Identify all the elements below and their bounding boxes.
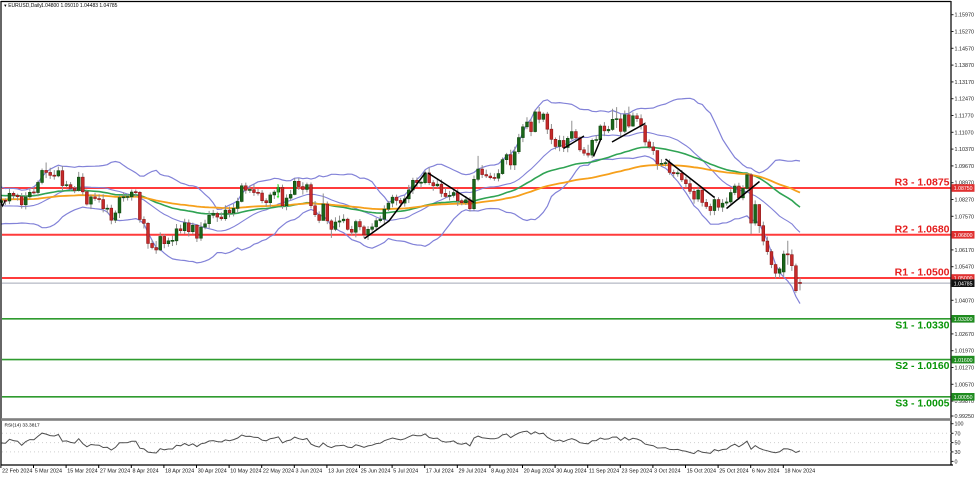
svg-text:29 Jul 2024: 29 Jul 2024 <box>459 468 487 474</box>
svg-text:25 Jun 2024: 25 Jun 2024 <box>361 468 391 474</box>
svg-text:1.12470: 1.12470 <box>955 97 975 103</box>
svg-text:RSI(14) 33.3817: RSI(14) 33.3817 <box>5 423 41 429</box>
svg-text:13 Jun 2024: 13 Jun 2024 <box>328 468 358 474</box>
svg-text:8 Aug 2024: 8 Aug 2024 <box>491 468 518 474</box>
svg-text:1.05000: 1.05000 <box>954 276 973 282</box>
svg-text:EURUSD,Daily: EURUSD,Daily <box>8 3 42 9</box>
svg-text:1.05470: 1.05470 <box>955 265 975 271</box>
svg-text:100: 100 <box>955 422 964 428</box>
svg-text:30 Apr 2024: 30 Apr 2024 <box>198 468 227 474</box>
svg-text:22 May 2024: 22 May 2024 <box>263 468 294 474</box>
svg-text:70: 70 <box>955 431 961 437</box>
svg-text:1.08270: 1.08270 <box>955 198 975 204</box>
svg-text:1.00050: 1.00050 <box>954 395 973 401</box>
svg-text:1.06800: 1.06800 <box>954 233 973 239</box>
svg-text:1.13870: 1.13870 <box>955 63 975 69</box>
svg-text:20 Aug 2024: 20 Aug 2024 <box>524 468 554 474</box>
svg-text:0.99250: 0.99250 <box>955 414 975 420</box>
svg-text:30 Aug 2024: 30 Aug 2024 <box>556 468 586 474</box>
svg-text:25 Oct 2024: 25 Oct 2024 <box>719 468 748 474</box>
svg-text:1.03300: 1.03300 <box>954 317 973 323</box>
svg-text:1.08750: 1.08750 <box>954 186 973 192</box>
svg-text:22 Feb 2024: 22 Feb 2024 <box>2 468 32 474</box>
svg-text:R1 - 1.0500: R1 - 1.0500 <box>895 267 950 279</box>
svg-text:1.01270: 1.01270 <box>955 366 975 372</box>
svg-text:1.04070: 1.04070 <box>955 298 975 304</box>
svg-text:23 Sep 2024: 23 Sep 2024 <box>622 468 653 474</box>
svg-text:30: 30 <box>955 450 961 456</box>
svg-text:0.99870: 0.99870 <box>955 399 975 405</box>
svg-text:▼: ▼ <box>3 3 7 8</box>
svg-text:1.02670: 1.02670 <box>955 332 975 338</box>
svg-text:5 Jul 2024: 5 Jul 2024 <box>393 468 418 474</box>
svg-text:1.15270: 1.15270 <box>955 30 975 36</box>
svg-text:1.04785: 1.04785 <box>954 281 973 287</box>
svg-text:10 May 2024: 10 May 2024 <box>230 468 261 474</box>
svg-text:0: 0 <box>955 459 958 465</box>
svg-text:15 Oct 2024: 15 Oct 2024 <box>687 468 716 474</box>
svg-text:5 Mar 2024: 5 Mar 2024 <box>35 468 62 474</box>
svg-text:1.14570: 1.14570 <box>955 46 975 52</box>
svg-text:1.06170: 1.06170 <box>955 248 975 254</box>
svg-text:15 Mar 2024: 15 Mar 2024 <box>67 468 97 474</box>
svg-text:27 Mar 2024: 27 Mar 2024 <box>100 468 130 474</box>
svg-text:S3 - 1.0005: S3 - 1.0005 <box>895 397 949 409</box>
svg-text:1.01600: 1.01600 <box>954 358 973 364</box>
svg-text:6 Nov 2024: 6 Nov 2024 <box>752 468 780 474</box>
svg-text:50: 50 <box>955 441 961 447</box>
svg-text:8 Apr 2024: 8 Apr 2024 <box>133 468 159 474</box>
svg-text:3 Oct 2024: 3 Oct 2024 <box>654 468 680 474</box>
svg-text:1.01970: 1.01970 <box>955 349 975 355</box>
svg-text:1.04800 1.05010 1.04483 1.0478: 1.04800 1.05010 1.04483 1.04785 <box>41 3 118 9</box>
svg-text:11 Sep 2024: 11 Sep 2024 <box>589 468 619 474</box>
svg-text:1.11070: 1.11070 <box>955 130 974 136</box>
svg-text:1.09670: 1.09670 <box>955 164 975 170</box>
svg-text:1.10370: 1.10370 <box>955 147 975 153</box>
svg-text:1.08970: 1.08970 <box>955 181 975 187</box>
svg-text:1.11770: 1.11770 <box>955 114 974 120</box>
svg-text:R3 - 1.0875: R3 - 1.0875 <box>895 177 950 189</box>
svg-text:18 Nov 2024: 18 Nov 2024 <box>785 468 816 474</box>
svg-text:S2 - 1.0160: S2 - 1.0160 <box>895 360 949 372</box>
svg-text:S1 - 1.0330: S1 - 1.0330 <box>895 319 949 331</box>
svg-text:1.15970: 1.15970 <box>955 13 975 19</box>
svg-text:3 Jun 2024: 3 Jun 2024 <box>296 468 323 474</box>
svg-text:1.13170: 1.13170 <box>955 80 975 86</box>
svg-text:1.00570: 1.00570 <box>955 382 975 388</box>
svg-text:1.07570: 1.07570 <box>955 214 975 220</box>
svg-text:R2 - 1.0680: R2 - 1.0680 <box>895 223 950 235</box>
svg-text:17 Jul 2024: 17 Jul 2024 <box>426 468 454 474</box>
svg-text:18 Apr 2024: 18 Apr 2024 <box>165 468 194 474</box>
